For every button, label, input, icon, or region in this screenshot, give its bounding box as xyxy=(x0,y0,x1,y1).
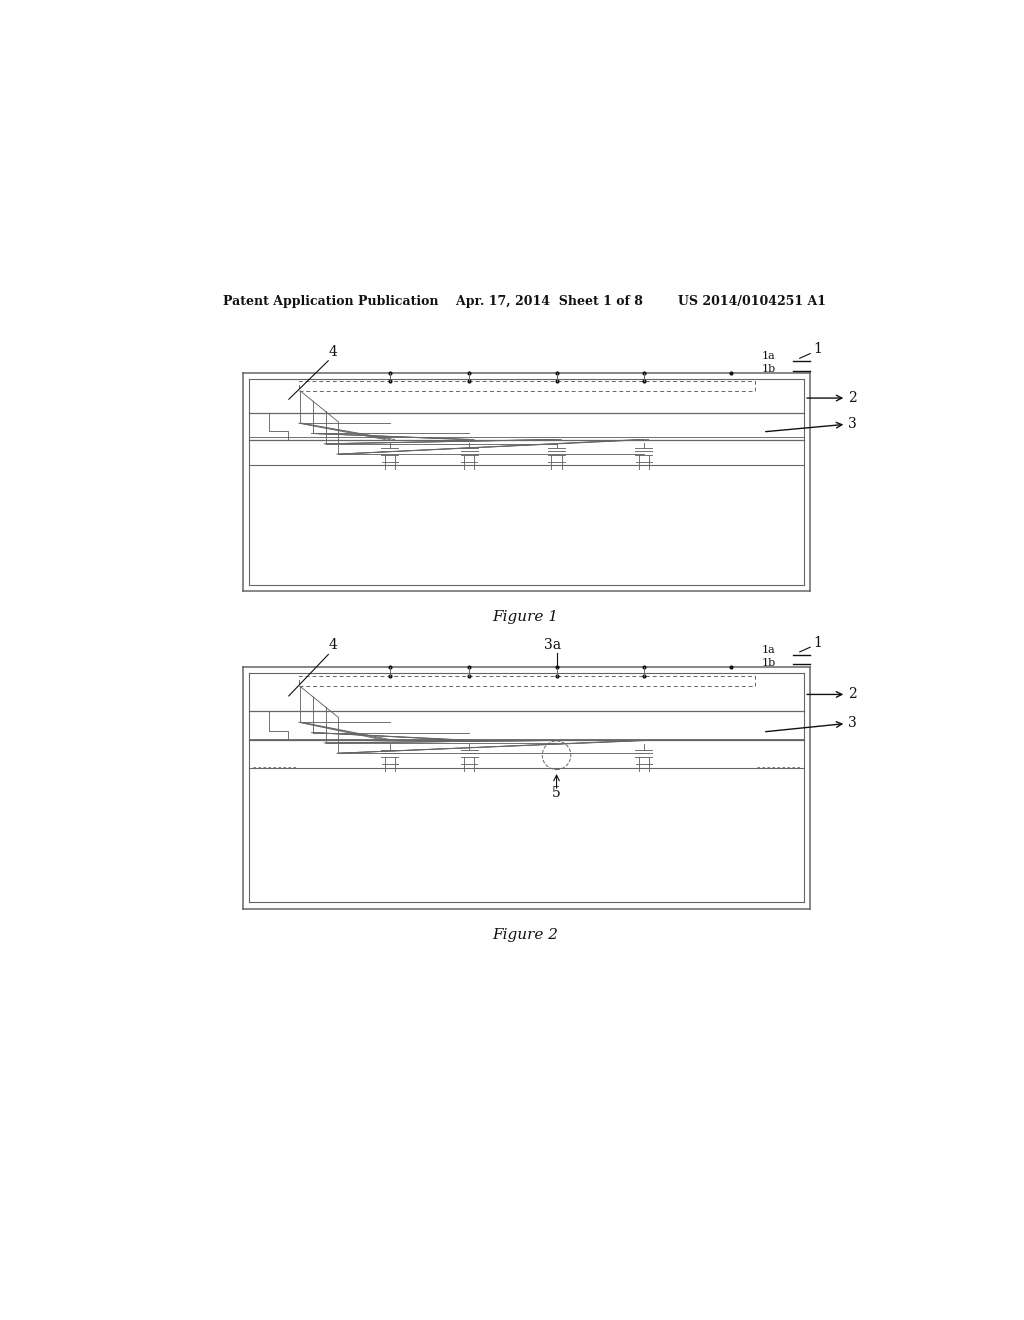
Text: 4: 4 xyxy=(329,638,337,652)
Text: Figure 2: Figure 2 xyxy=(492,928,558,941)
Text: Patent Application Publication    Apr. 17, 2014  Sheet 1 of 8        US 2014/010: Patent Application Publication Apr. 17, … xyxy=(223,294,826,308)
Text: 1b: 1b xyxy=(761,364,775,374)
Text: 3a: 3a xyxy=(544,638,561,652)
Text: 3: 3 xyxy=(848,417,856,432)
Text: 2: 2 xyxy=(848,391,856,405)
Text: 4: 4 xyxy=(329,345,337,359)
Text: 1: 1 xyxy=(813,342,821,356)
Text: 1: 1 xyxy=(813,636,821,649)
Text: Figure 1: Figure 1 xyxy=(492,610,558,624)
Bar xyxy=(299,676,755,686)
Text: 1a: 1a xyxy=(762,645,775,655)
Text: 1b: 1b xyxy=(761,657,775,668)
Text: 3: 3 xyxy=(848,717,856,730)
Text: 1a: 1a xyxy=(762,351,775,362)
Bar xyxy=(299,381,755,391)
Text: 5: 5 xyxy=(552,787,561,800)
Text: 2: 2 xyxy=(848,688,856,701)
